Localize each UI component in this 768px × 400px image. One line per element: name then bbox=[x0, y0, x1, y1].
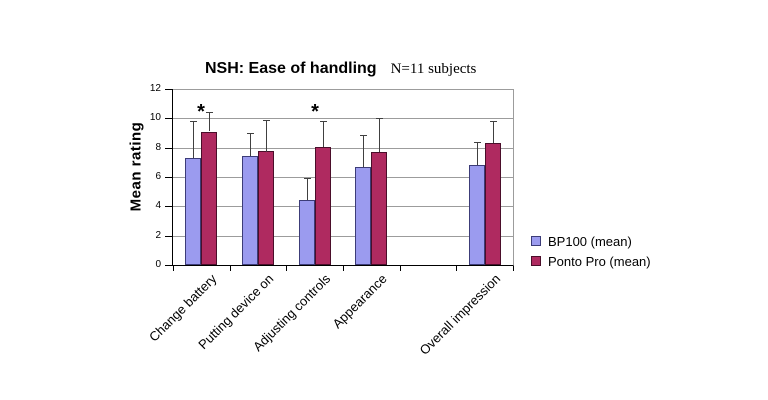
gridline-y-6 bbox=[173, 177, 513, 178]
error-bar-bp100-overall-impression bbox=[477, 142, 478, 165]
error-bar-ponto-appearance bbox=[379, 118, 380, 152]
y-tick-label-8: 8 bbox=[155, 142, 161, 153]
error-bar-cap-bp100-adjusting-controls bbox=[304, 178, 311, 179]
error-bar-cap-bp100-overall-impression bbox=[474, 142, 481, 143]
significance-asterisk-adjusting-controls: * bbox=[311, 101, 319, 123]
y-axis-tick-2 bbox=[165, 236, 172, 237]
bar-ponto-overall-impression bbox=[485, 143, 501, 265]
bar-ponto-change-battery bbox=[201, 132, 217, 265]
plot-area: 0 2 4 6 8 10 12 * * Change battery Putting device … bbox=[146, 83, 514, 358]
gridline-y-10 bbox=[173, 118, 513, 119]
error-bar-cap-ponto-putting-device-on bbox=[263, 120, 270, 121]
y-tick-label-2: 2 bbox=[155, 230, 161, 241]
error-bar-cap-ponto-appearance bbox=[376, 118, 383, 119]
legend-label: BP100 (mean) bbox=[548, 233, 632, 249]
y-axis-tick-0 bbox=[165, 265, 172, 266]
error-bar-bp100-appearance bbox=[363, 135, 364, 167]
legend-swatch-icon bbox=[531, 236, 541, 246]
error-bar-ponto-change-battery bbox=[209, 112, 210, 131]
y-tick-label-6: 6 bbox=[155, 171, 161, 182]
error-bar-bp100-putting-device-on bbox=[250, 133, 251, 156]
gridline-y-2 bbox=[173, 236, 513, 237]
error-bar-cap-ponto-change-battery bbox=[206, 112, 213, 113]
chart-title-text: NSH: Ease of handling bbox=[205, 60, 377, 77]
x-axis-tick-1 bbox=[230, 266, 231, 271]
y-axis-tick-12 bbox=[165, 89, 172, 90]
x-category-label-appearance: Appearance bbox=[329, 271, 390, 332]
error-bar-cap-ponto-overall-impression bbox=[490, 121, 497, 122]
error-bar-ponto-overall-impression bbox=[493, 121, 494, 143]
error-bar-cap-ponto-adjusting-controls bbox=[320, 121, 327, 122]
legend-item-ponto: Ponto Pro (mean) bbox=[531, 251, 651, 271]
bar-bp100-appearance bbox=[355, 167, 371, 265]
x-axis-tick-0 bbox=[173, 266, 174, 271]
error-bar-ponto-putting-device-on bbox=[266, 120, 267, 152]
x-axis-tick-5 bbox=[456, 266, 457, 271]
error-bar-cap-bp100-change-battery bbox=[190, 121, 197, 122]
error-bar-cap-bp100-putting-device-on bbox=[247, 133, 254, 134]
chart-title: NSH: Ease of handling N=11 subjects bbox=[205, 60, 476, 78]
y-axis-tick-8 bbox=[165, 148, 172, 149]
y-axis-tick-6 bbox=[165, 177, 172, 178]
gridline-y-8 bbox=[173, 148, 513, 149]
bar-bp100-change-battery bbox=[185, 158, 201, 265]
bar-ponto-adjusting-controls bbox=[315, 147, 331, 265]
error-bar-cap-bp100-appearance bbox=[360, 135, 367, 136]
y-tick-label-0: 0 bbox=[155, 259, 161, 270]
bar-ponto-appearance bbox=[371, 152, 387, 265]
x-axis-tick-2 bbox=[286, 266, 287, 271]
x-axis-tick-3 bbox=[343, 266, 344, 271]
y-axis-tick-10 bbox=[165, 118, 172, 119]
bar-bp100-adjusting-controls bbox=[299, 200, 315, 265]
x-category-label-overall-impression: Overall impression bbox=[416, 271, 504, 358]
y-axis-tick-4 bbox=[165, 206, 172, 207]
error-bar-ponto-adjusting-controls bbox=[323, 121, 324, 147]
y-tick-label-12: 12 bbox=[149, 83, 161, 94]
y-tick-label-10: 10 bbox=[149, 112, 161, 123]
bar-ponto-putting-device-on bbox=[258, 151, 274, 265]
x-axis-tick-6 bbox=[513, 266, 514, 271]
legend-item-bp100: BP100 (mean) bbox=[531, 231, 651, 251]
x-axis-tick-4 bbox=[400, 266, 401, 271]
bar-bp100-putting-device-on bbox=[242, 156, 258, 265]
legend: BP100 (mean) Ponto Pro (mean) bbox=[531, 231, 651, 271]
error-bar-bp100-adjusting-controls bbox=[307, 178, 308, 200]
error-bar-bp100-change-battery bbox=[193, 121, 194, 158]
significance-asterisk-change-battery: * bbox=[197, 101, 205, 123]
gridline-y-12 bbox=[173, 89, 513, 90]
legend-swatch-icon bbox=[531, 256, 541, 266]
bar-bp100-overall-impression bbox=[469, 165, 485, 265]
chart-subtitle-text: N=11 subjects bbox=[390, 61, 477, 77]
gridline-y-4 bbox=[173, 206, 513, 207]
y-tick-label-4: 4 bbox=[155, 200, 161, 211]
legend-label: Ponto Pro (mean) bbox=[548, 253, 651, 269]
